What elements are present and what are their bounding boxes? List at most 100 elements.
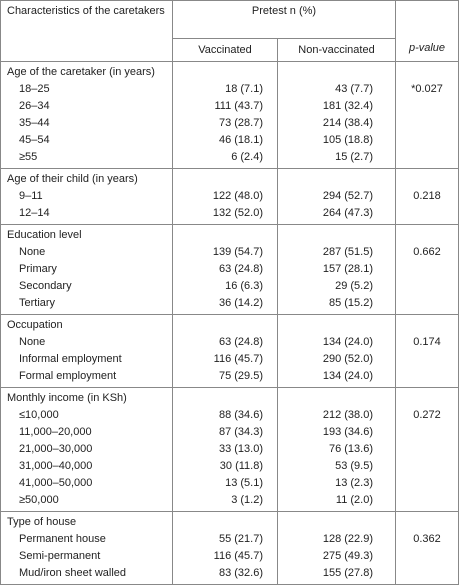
cell bbox=[395, 387, 459, 407]
table-row: Mud/iron sheet walled 83 (32.6) 155 (27.8) bbox=[0, 565, 459, 585]
row-label: ≥55 bbox=[0, 149, 173, 169]
row-label: 31,000–40,000 bbox=[0, 458, 173, 475]
p-value-cell: 0.272 bbox=[395, 407, 459, 424]
cell bbox=[395, 475, 459, 492]
non-vaccinated-cell: 13 (2.3) bbox=[277, 475, 396, 492]
header-cell: Vaccinated bbox=[172, 38, 278, 62]
row-label: ≤10,000 bbox=[0, 407, 173, 424]
cell bbox=[172, 387, 278, 407]
table-row: 26–34 111 (43.7) 181 (32.4) bbox=[0, 98, 459, 115]
cell bbox=[395, 115, 459, 132]
row-label: 11,000–20,000 bbox=[0, 424, 173, 441]
vaccinated-cell: 122 (48.0) bbox=[172, 188, 278, 205]
table-row: 9–11 122 (48.0) 294 (52.7) 0.218 bbox=[0, 188, 459, 205]
header-cell: Characteristics of the caretakers bbox=[0, 0, 173, 62]
non-vaccinated-cell: 43 (7.7) bbox=[277, 81, 396, 98]
cell bbox=[395, 132, 459, 149]
non-vaccinated-cell: 181 (32.4) bbox=[277, 98, 396, 115]
cell bbox=[277, 224, 396, 244]
vaccinated-cell: 73 (28.7) bbox=[172, 115, 278, 132]
table-row: 31,000–40,000 30 (11.8) 53 (9.5) bbox=[0, 458, 459, 475]
cell bbox=[172, 224, 278, 244]
table-row: Permanent house 55 (21.7) 128 (22.9) 0.362 bbox=[0, 531, 459, 548]
non-vaccinated-cell: 287 (51.5) bbox=[277, 244, 396, 261]
vaccinated-cell: 46 (18.1) bbox=[172, 132, 278, 149]
non-vaccinated-cell: 157 (28.1) bbox=[277, 261, 396, 278]
p-value-cell: *0.027 bbox=[395, 81, 459, 98]
section-title: Occupation bbox=[0, 314, 173, 334]
row-label: Semi-permanent bbox=[0, 548, 173, 565]
cell bbox=[395, 149, 459, 169]
table-row: None 139 (54.7) 287 (51.5) 0.662 bbox=[0, 244, 459, 261]
cell bbox=[395, 98, 459, 115]
non-vaccinated-cell: 85 (15.2) bbox=[277, 295, 396, 315]
vaccinated-cell: 139 (54.7) bbox=[172, 244, 278, 261]
row-label: None bbox=[0, 244, 173, 261]
vaccinated-cell: 33 (13.0) bbox=[172, 441, 278, 458]
table-row: Formal employment 75 (29.5) 134 (24.0) bbox=[0, 368, 459, 388]
section-title: Education level bbox=[0, 224, 173, 244]
row-label: Tertiary bbox=[0, 295, 173, 315]
table-section: Type of house Permanent house 55 (21.7) 128… bbox=[0, 511, 459, 585]
cell bbox=[395, 458, 459, 475]
vaccinated-cell: 3 (1.2) bbox=[172, 492, 278, 512]
table-row: Tertiary 36 (14.2) 85 (15.2) bbox=[0, 295, 459, 315]
table-row: 45–54 46 (18.1) 105 (18.8) bbox=[0, 132, 459, 149]
non-vaccinated-cell: 264 (47.3) bbox=[277, 205, 396, 225]
table-row: None 63 (24.8) 134 (24.0) 0.174 bbox=[0, 334, 459, 351]
section-title: Age of the caretaker (in years) bbox=[0, 61, 173, 81]
vaccinated-cell: 18 (7.1) bbox=[172, 81, 278, 98]
p-value-cell: 0.174 bbox=[395, 334, 459, 351]
cell bbox=[395, 61, 459, 81]
non-vaccinated-cell: 134 (24.0) bbox=[277, 368, 396, 388]
row-label: Formal employment bbox=[0, 368, 173, 388]
section-title-row: Education level bbox=[0, 224, 459, 244]
vaccinated-cell: 111 (43.7) bbox=[172, 98, 278, 115]
row-label: Permanent house bbox=[0, 531, 173, 548]
vaccinated-cell: 75 (29.5) bbox=[172, 368, 278, 388]
vaccinated-cell: 116 (45.7) bbox=[172, 548, 278, 565]
cell bbox=[395, 351, 459, 368]
cell bbox=[395, 224, 459, 244]
non-vaccinated-cell: 76 (13.6) bbox=[277, 441, 396, 458]
vaccinated-cell: 63 (24.8) bbox=[172, 261, 278, 278]
cell bbox=[395, 441, 459, 458]
cell bbox=[395, 205, 459, 225]
row-label: 9–11 bbox=[0, 188, 173, 205]
cell bbox=[395, 168, 459, 188]
table-row: ≤10,000 88 (34.6) 212 (38.0) 0.272 bbox=[0, 407, 459, 424]
row-label: 26–34 bbox=[0, 98, 173, 115]
p-value-cell: 0.662 bbox=[395, 244, 459, 261]
row-label: 45–54 bbox=[0, 132, 173, 149]
row-label: 21,000–30,000 bbox=[0, 441, 173, 458]
cell bbox=[395, 565, 459, 585]
vaccinated-cell: 55 (21.7) bbox=[172, 531, 278, 548]
non-vaccinated-cell: 275 (49.3) bbox=[277, 548, 396, 565]
header-cell: p-value bbox=[395, 0, 459, 62]
non-vaccinated-cell: 294 (52.7) bbox=[277, 188, 396, 205]
vaccinated-cell: 6 (2.4) bbox=[172, 149, 278, 169]
cell bbox=[172, 61, 278, 81]
non-vaccinated-cell: 29 (5.2) bbox=[277, 278, 396, 295]
table-row: 11,000–20,000 87 (34.3) 193 (34.6) bbox=[0, 424, 459, 441]
vaccinated-cell: 116 (45.7) bbox=[172, 351, 278, 368]
section-title: Monthly income (in KSh) bbox=[0, 387, 173, 407]
vaccinated-cell: 88 (34.6) bbox=[172, 407, 278, 424]
non-vaccinated-cell: 53 (9.5) bbox=[277, 458, 396, 475]
section-title-row: Age of the caretaker (in years) bbox=[0, 61, 459, 81]
section-title: Age of their child (in years) bbox=[0, 168, 173, 188]
cell bbox=[395, 492, 459, 512]
non-vaccinated-cell: 193 (34.6) bbox=[277, 424, 396, 441]
table-row: ≥50,000 3 (1.2) 11 (2.0) bbox=[0, 492, 459, 512]
cell bbox=[395, 511, 459, 531]
table-row: 41,000–50,000 13 (5.1) 13 (2.3) bbox=[0, 475, 459, 492]
cell bbox=[395, 424, 459, 441]
cell bbox=[172, 168, 278, 188]
section-title-row: Type of house bbox=[0, 511, 459, 531]
row-label: Mud/iron sheet walled bbox=[0, 565, 173, 585]
table-row: Primary 63 (24.8) 157 (28.1) bbox=[0, 261, 459, 278]
cell bbox=[395, 261, 459, 278]
row-label: 18–25 bbox=[0, 81, 173, 98]
